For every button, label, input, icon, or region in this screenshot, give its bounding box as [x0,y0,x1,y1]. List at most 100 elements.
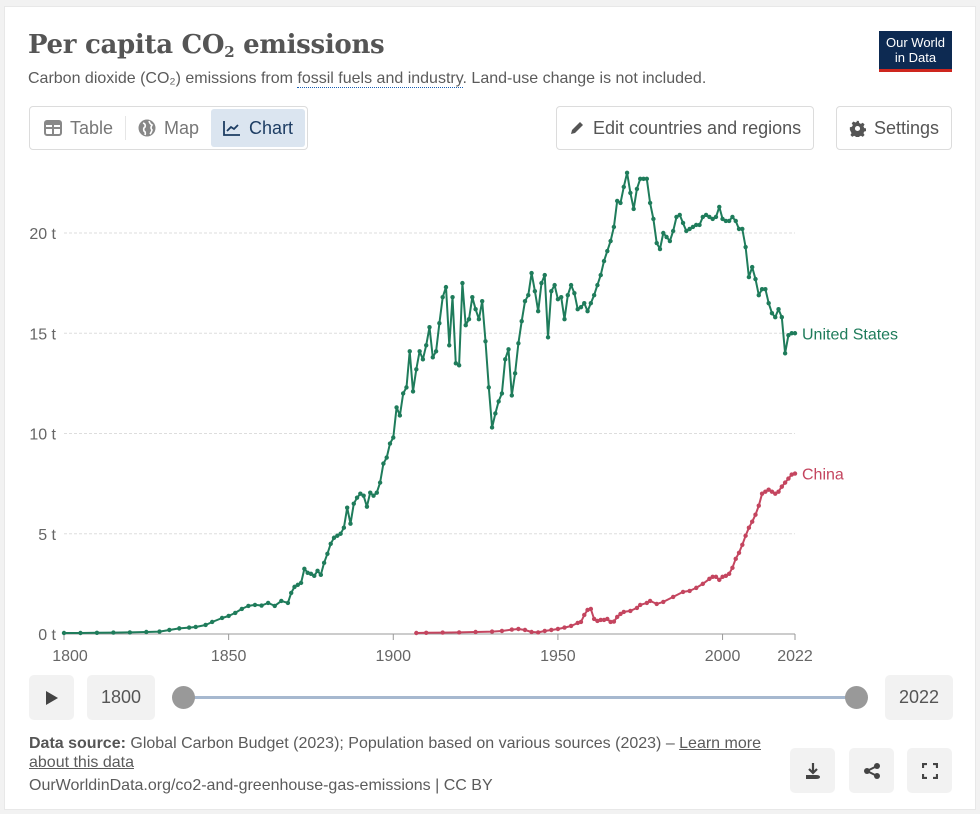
data-point [417,349,422,354]
data-point [782,480,788,485]
data-point [509,393,515,398]
data-point [598,617,603,623]
data-point [654,601,659,607]
data-point [555,296,561,302]
tab-table[interactable]: Table [32,109,125,147]
timeline-start-handle[interactable] [172,686,195,709]
data-point [233,610,238,616]
data-point [381,461,386,466]
data-point [265,600,271,606]
data-point [440,630,445,635]
data-point [453,361,459,366]
data-point [670,594,676,600]
source-url[interactable]: OurWorldinData.org/co2-and-greenhouse-ga… [29,777,493,794]
timeline-end-handle[interactable] [845,686,868,709]
data-point [354,495,360,500]
data-point [394,405,399,410]
x-tick-label: 1800 [52,648,88,665]
data-point [420,357,426,362]
data-point [769,311,775,316]
data-point [535,308,541,314]
y-tick-label: 15 t [29,326,56,343]
fossil-fuels-link[interactable]: fossil fuels and industry [297,70,463,88]
fullscreen-icon [921,762,938,779]
data-point [341,525,347,530]
settings-label: Settings [874,117,940,138]
data-point [555,626,561,632]
data-point [644,600,650,606]
download-button[interactable] [790,748,835,793]
data-point [177,626,182,631]
data-point [486,385,491,390]
data-point [549,288,554,294]
series-labels: United States China [802,326,898,483]
start-year-box[interactable]: 1800 [87,675,155,720]
end-year-box[interactable]: 2022 [885,675,953,720]
y-axis: 0 t 5 t 10 t 15 t 20 t [29,226,56,644]
data-point [400,391,406,396]
data-point [661,230,666,236]
data-point [437,321,442,326]
data-point [786,476,791,481]
data-point [450,294,455,300]
gear-icon [849,120,866,137]
data-point [723,218,729,224]
edit-countries-button[interactable]: Edit countries and regions [556,106,815,150]
data-point [763,286,768,292]
x-tick-label: 1950 [540,648,576,665]
data-point [466,317,472,322]
share-button[interactable] [849,748,894,793]
play-button[interactable] [29,675,74,720]
learn-more-link[interactable]: Learn more about this data [29,735,761,771]
data-point [279,598,284,604]
data-point [661,599,666,605]
timeline-track[interactable] [183,696,856,699]
data-point [638,176,643,182]
fullscreen-button[interactable] [907,748,952,793]
tab-map[interactable]: Map [126,109,211,147]
data-point [414,367,419,372]
data-point [726,218,732,224]
data-point [664,234,669,240]
data-point [736,226,742,232]
data-point [226,613,231,619]
data-point [618,611,623,617]
line-chart: 0 t 5 t 10 t 15 t 20 t 1800 1850 1900 1950 2000 2… [29,170,898,665]
data-point [670,228,676,234]
source-text: Global Carbon Budget (2023); Population … [125,735,680,752]
data-point [611,619,617,624]
x-tick-label: 2022 [777,648,813,665]
data-point [315,568,320,574]
settings-button[interactable]: Settings [836,106,953,150]
view-tabs: Table Map Chart [29,106,309,150]
data-point [591,616,597,622]
data-point [680,220,686,226]
tab-table-label: Table [70,117,114,138]
data-point [364,504,370,509]
data-point [259,603,264,608]
data-point [605,248,610,254]
data-point [167,627,172,633]
series-line-united-states [64,171,795,634]
data-point [321,560,327,566]
data-point [743,533,748,538]
data-point [539,280,544,286]
y-tick-label: 0 t [38,627,56,644]
data-point [631,206,636,212]
data-point [252,602,258,608]
chart-grid [64,232,795,535]
owid-logo[interactable]: Our World in Data [879,31,952,72]
data-point [614,198,620,204]
data-point [292,584,297,590]
data-point [766,300,771,306]
data-point [473,629,478,635]
data-point [634,605,640,611]
tab-chart[interactable]: Chart [211,109,306,147]
data-point [730,565,735,571]
data-point [575,306,580,312]
data-point [756,503,761,508]
data-point [312,573,317,579]
data-point [710,216,715,222]
data-point [746,525,752,530]
data-point [773,491,778,496]
